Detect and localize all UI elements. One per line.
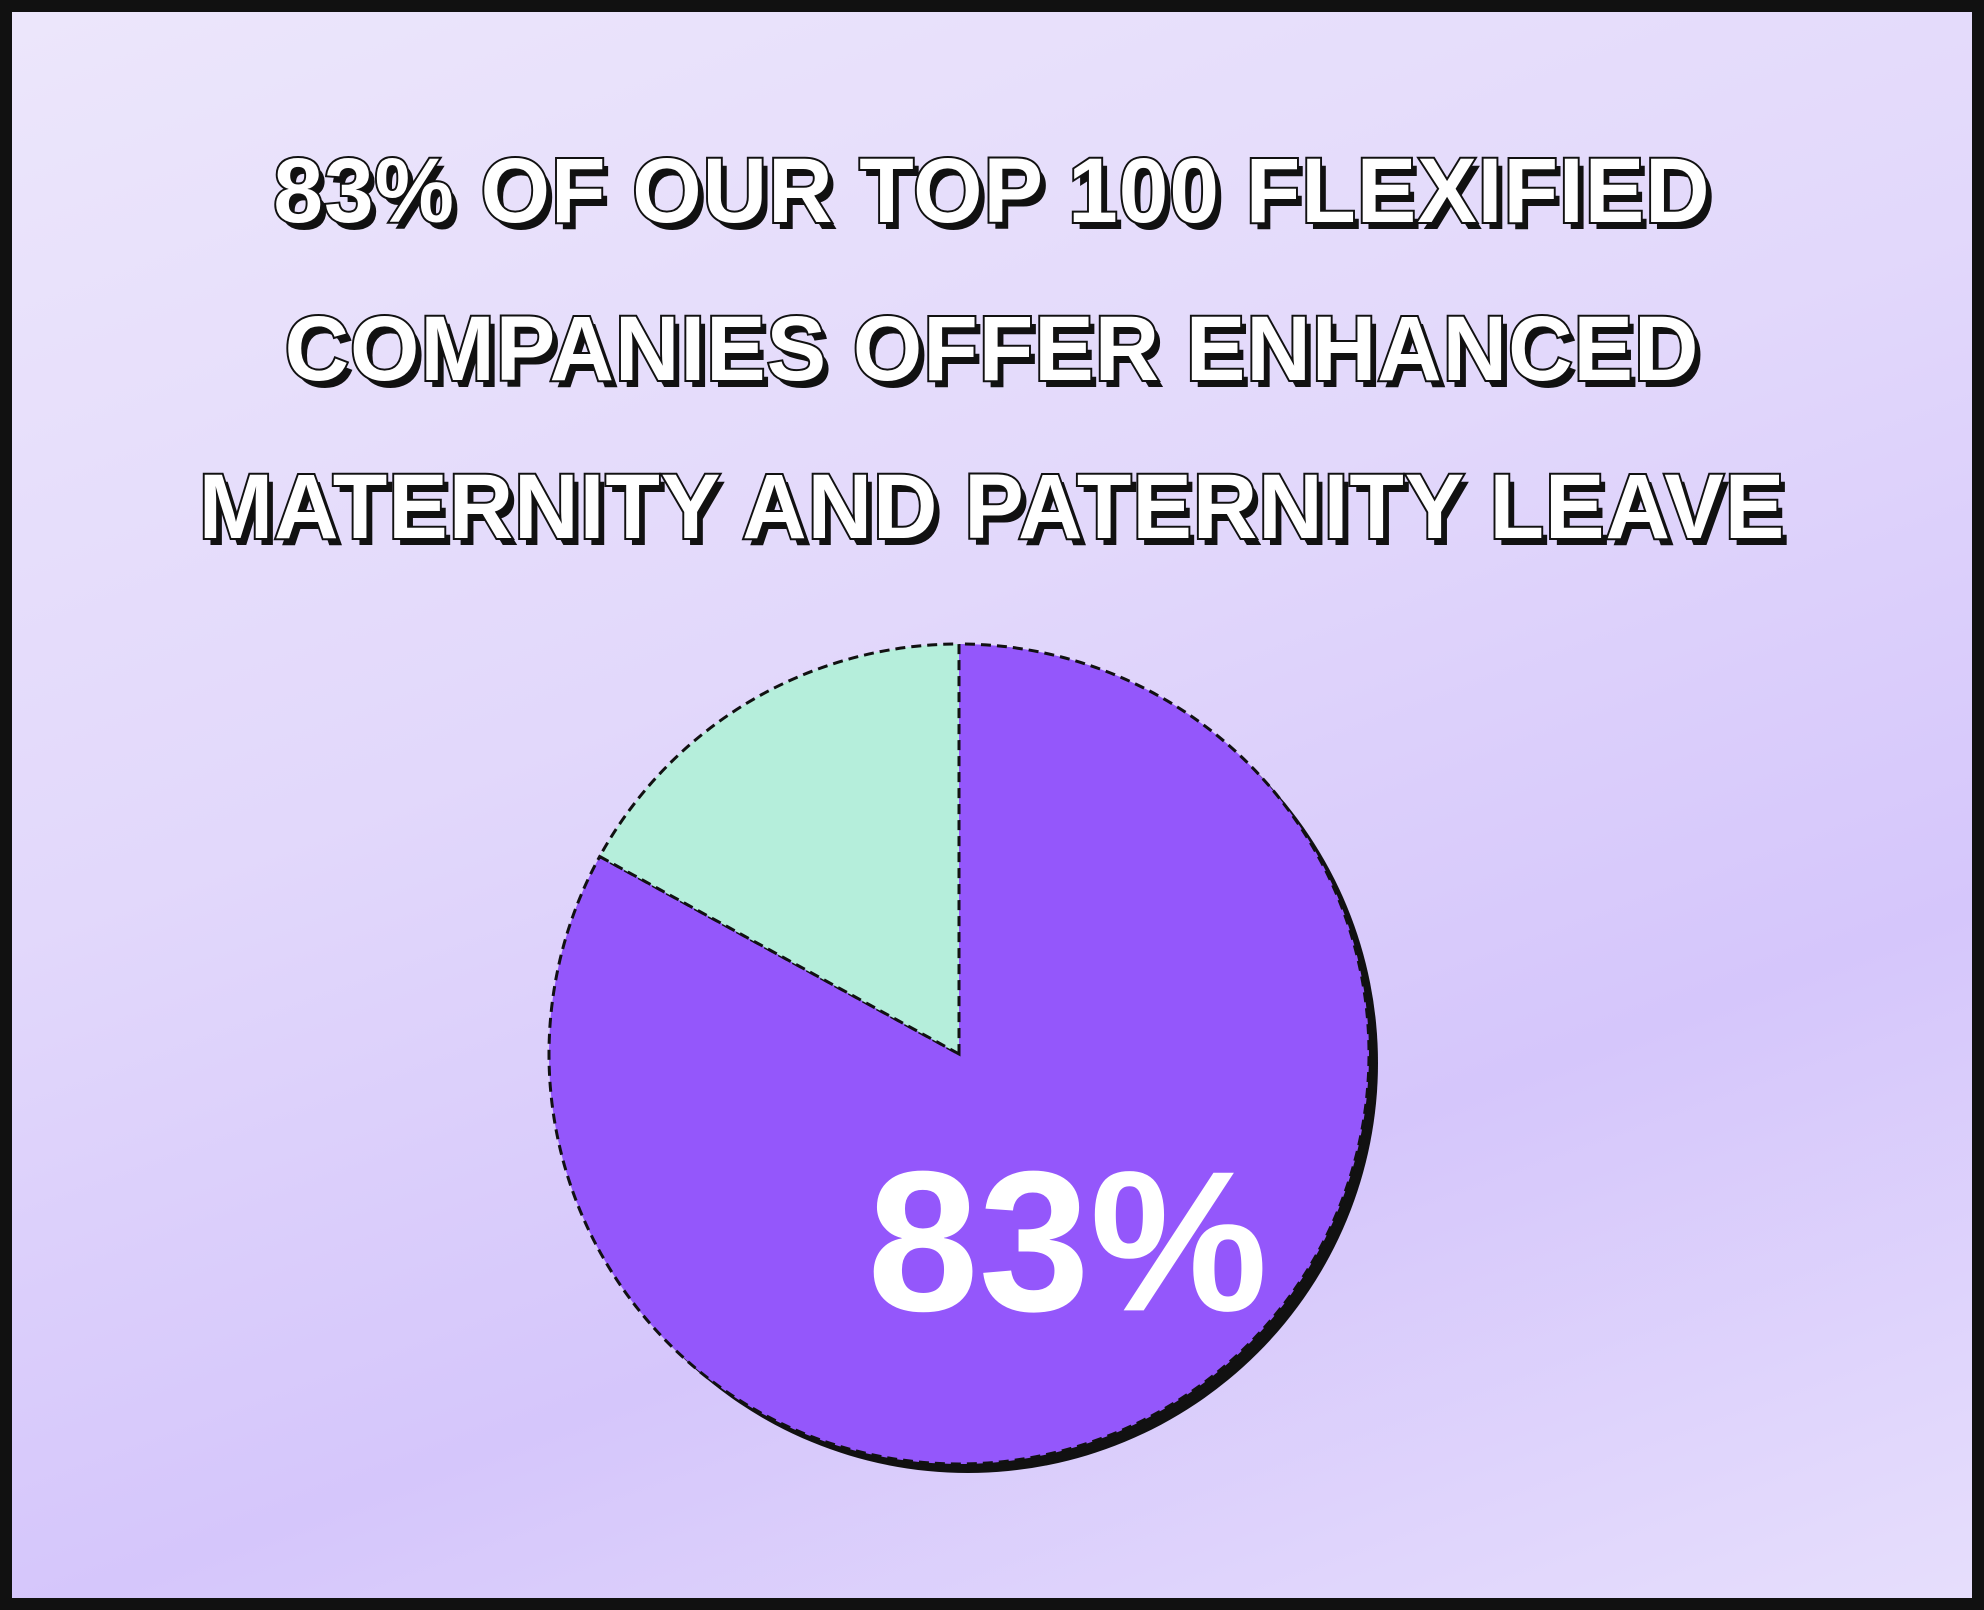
chart: 83% <box>547 642 1378 1473</box>
chart-title: 83% OF OUR TOP 100 FLEXIFIED COMPANIES O… <box>197 138 1787 560</box>
value-label: 83% <box>867 1130 1267 1353</box>
pie-slice <box>547 642 1371 1466</box>
pie-slice <box>597 642 961 1057</box>
